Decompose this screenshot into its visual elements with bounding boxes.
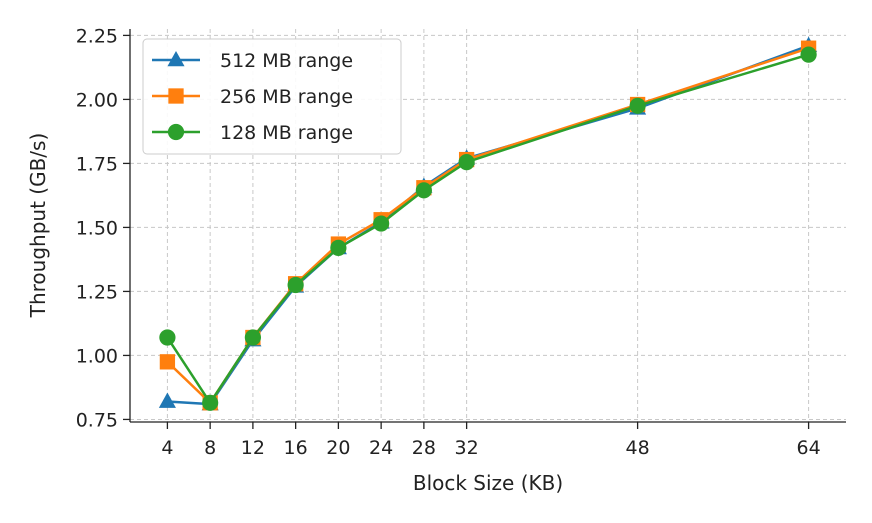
x-tick-label: 48 bbox=[626, 437, 650, 459]
data-point bbox=[458, 154, 475, 171]
y-tick-label: 1.25 bbox=[76, 281, 118, 303]
legend-items: 512 MB range 256 MB range 128 MB range bbox=[152, 50, 353, 144]
x-tick-label: 64 bbox=[797, 437, 821, 459]
legend-marker bbox=[167, 51, 185, 67]
legend-marker bbox=[167, 123, 185, 141]
y-tick-label: 1.75 bbox=[76, 153, 118, 175]
data-point bbox=[287, 276, 304, 294]
legend-box bbox=[142, 38, 402, 155]
x-ticks: 4 8 12 16 20 24 28 32 48 64 bbox=[161, 422, 821, 459]
legend-marker bbox=[168, 88, 184, 104]
legend: 512 MB range 256 MB range 128 MB range bbox=[142, 38, 402, 155]
x-tick-label: 24 bbox=[369, 437, 393, 459]
legend-label: 512 MB range bbox=[220, 50, 353, 72]
legend-label: 128 MB range bbox=[220, 122, 353, 144]
x-tick-label: 8 bbox=[204, 437, 216, 459]
data-point bbox=[158, 392, 176, 408]
y-tick-label: 2.00 bbox=[76, 89, 118, 111]
data-point bbox=[373, 215, 390, 232]
x-axis-title: Block Size (KB) bbox=[413, 471, 563, 495]
grid bbox=[130, 29, 846, 422]
data-point bbox=[415, 182, 432, 199]
y-axis-title: Throughput (GB/s) bbox=[26, 133, 50, 319]
series-group bbox=[158, 36, 818, 411]
x-tick-label: 28 bbox=[412, 437, 436, 459]
y-ticks: 0.75 1.00 1.25 1.50 1.75 2.00 2.25 bbox=[76, 25, 130, 431]
y-tick-label: 1.50 bbox=[76, 217, 118, 239]
data-point bbox=[800, 46, 817, 63]
x-tick-label: 12 bbox=[241, 437, 265, 459]
series-line bbox=[166, 53, 809, 405]
series-2 bbox=[159, 46, 817, 411]
x-tick-label: 16 bbox=[284, 437, 308, 459]
data-point bbox=[629, 97, 646, 114]
y-tick-label: 2.25 bbox=[76, 25, 118, 47]
legend-label: 256 MB range bbox=[220, 86, 353, 108]
data-point bbox=[159, 329, 176, 346]
x-tick-label: 4 bbox=[161, 437, 173, 459]
axes bbox=[129, 29, 846, 423]
data-point bbox=[330, 239, 347, 257]
x-tick-label: 20 bbox=[326, 437, 350, 459]
data-point bbox=[202, 394, 219, 411]
y-tick-label: 1.00 bbox=[76, 345, 118, 367]
y-tick-label: 0.75 bbox=[76, 409, 118, 431]
data-point bbox=[244, 329, 261, 346]
x-tick-label: 32 bbox=[455, 437, 479, 459]
data-point bbox=[159, 354, 176, 370]
